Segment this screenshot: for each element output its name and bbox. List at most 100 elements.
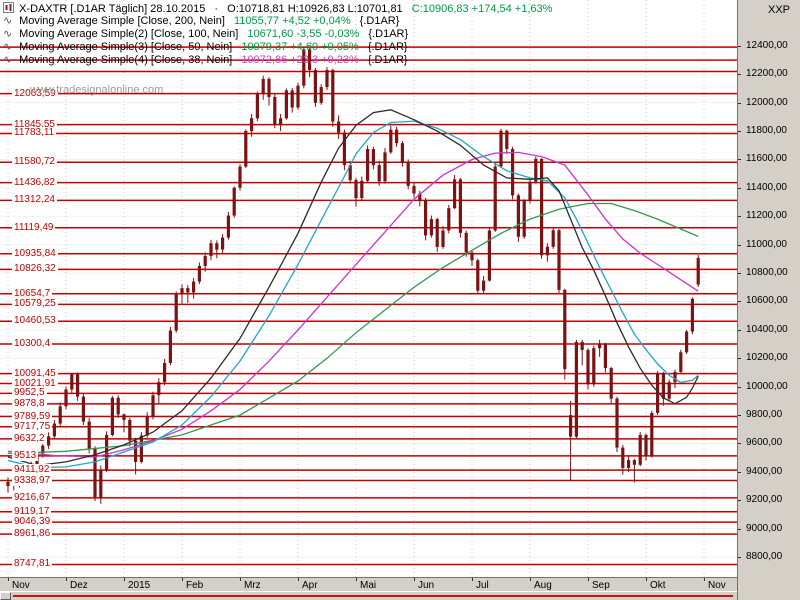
price-axis-label: 12000,00	[746, 96, 788, 108]
price-axis-label: 8800,00	[746, 551, 783, 563]
candle	[47, 436, 51, 446]
price-axis-tick	[738, 557, 741, 559]
price-axis-label: 9000,00	[746, 522, 783, 534]
candle	[157, 382, 161, 396]
candle	[476, 260, 480, 291]
candle	[650, 412, 654, 457]
candle	[313, 70, 317, 103]
level-price-label: 11580,72	[12, 156, 57, 168]
candle	[435, 219, 439, 247]
candle	[250, 118, 254, 132]
candle	[93, 448, 97, 498]
candlestick-series	[6, 47, 700, 504]
month-label: Nov	[708, 580, 726, 591]
candle	[186, 288, 190, 293]
level-price-label: 8747,81	[12, 558, 53, 570]
moving-average-icon: ∿	[3, 15, 13, 27]
candle	[221, 237, 225, 250]
price-axis-label: 10000,00	[746, 380, 788, 392]
candle	[505, 130, 509, 149]
candle	[516, 195, 520, 237]
candle	[261, 78, 265, 95]
level-price-label: 10091,45	[12, 367, 58, 379]
candle	[290, 90, 294, 108]
candle	[342, 132, 346, 166]
candle	[441, 230, 445, 247]
candle	[337, 121, 341, 133]
chart-legend: X-DAXTR [.D1AR Täglich] 28.10.2015 · O:1…	[3, 2, 558, 67]
price-axis-label: 11000,00	[746, 238, 787, 250]
price-axis-label: 12200,00	[746, 68, 788, 80]
candle	[418, 193, 422, 201]
candle	[244, 131, 248, 167]
candle	[226, 215, 230, 238]
candle	[145, 416, 149, 436]
candle	[76, 374, 80, 397]
candle	[528, 181, 532, 201]
candle	[70, 374, 74, 390]
candle	[354, 180, 358, 199]
moving-average-icon: ∿	[3, 28, 13, 40]
chart-plot-area[interactable]: 12063,59 11845,55 11783,11 11580,72 11436,82…	[0, 0, 737, 577]
ma-value: 10671,60 -3,55 -0,03%	[247, 28, 360, 40]
candle	[377, 165, 381, 182]
candle	[656, 373, 660, 413]
price-axis-label: 9400,00	[746, 465, 783, 477]
level-price-label: 10300,4	[12, 338, 53, 349]
ma-name: Moving Average Simple(3) [Close, 50, Nei…	[19, 41, 233, 53]
scrollbar-thumb[interactable]	[0, 592, 11, 600]
candle	[331, 70, 335, 122]
ma-suffix: {.D1AR}	[368, 28, 409, 40]
month-label: Apr	[302, 580, 318, 591]
price-axis-label: 9600,00	[746, 437, 783, 449]
candle	[609, 368, 613, 399]
candle	[644, 434, 648, 457]
legend-ma-row: ∿ Moving Average Simple(2) [Close, 100, …	[3, 28, 558, 41]
price-chart-canvas[interactable]	[0, 0, 737, 577]
price-axis-tick	[738, 443, 741, 445]
price-axis-panel[interactable]: XXP 12400,00 12200,00 12000,00 11800,00 1160…	[737, 0, 800, 600]
candle	[458, 179, 462, 233]
candle	[116, 397, 120, 415]
month-label: Jul	[476, 580, 489, 591]
month-label: Dez	[70, 580, 88, 591]
candle	[551, 230, 555, 247]
candle	[87, 421, 91, 449]
ma-suffix: {.D1AR}	[367, 54, 408, 66]
price-axis-tick	[738, 187, 741, 189]
panel-title: XXP	[768, 4, 791, 16]
candle	[661, 373, 665, 399]
month-label: Mrz	[244, 580, 261, 591]
legend-ma-row: ∿ Moving Average Simple [Close, 200, Nei…	[3, 15, 558, 28]
candle	[267, 78, 271, 97]
month-label: Jun	[418, 580, 435, 591]
candle	[580, 341, 584, 350]
level-price-label: 9878,8	[12, 397, 47, 409]
month-label: Sep	[592, 580, 610, 591]
candle	[545, 246, 549, 256]
time-axis[interactable]: Nov Dez 2015 Feb Mrz Apr Mai Jun Jul Aug Sep Okt Nov	[0, 577, 737, 591]
legend-ma-row: ∿ Moving Average Simple(3) [Close, 50, N…	[3, 41, 558, 54]
candle	[685, 331, 689, 353]
month-label: Mai	[360, 580, 377, 591]
moving-average-icon: ∿	[3, 41, 13, 53]
time-axis-tick	[182, 578, 183, 581]
candle	[192, 281, 196, 293]
horizontal-scrollbar[interactable]	[0, 591, 737, 600]
level-price-label: 9216,67	[12, 491, 53, 503]
candle	[325, 70, 329, 88]
sma-38-line	[7, 109, 699, 467]
candle	[389, 129, 393, 153]
month-label: Aug	[534, 580, 552, 591]
candle	[598, 343, 602, 349]
candle	[621, 447, 625, 468]
ma-name: Moving Average Simple(4) [Close, 38, Nei…	[19, 54, 233, 66]
candle	[592, 348, 596, 385]
time-axis-tick	[414, 578, 415, 581]
price-axis-tick	[738, 74, 741, 76]
level-price-label: 11845,55	[12, 118, 57, 130]
candle	[122, 414, 126, 421]
candle	[632, 460, 636, 465]
candle	[534, 158, 538, 182]
level-price-label: 10021,91	[12, 377, 58, 389]
